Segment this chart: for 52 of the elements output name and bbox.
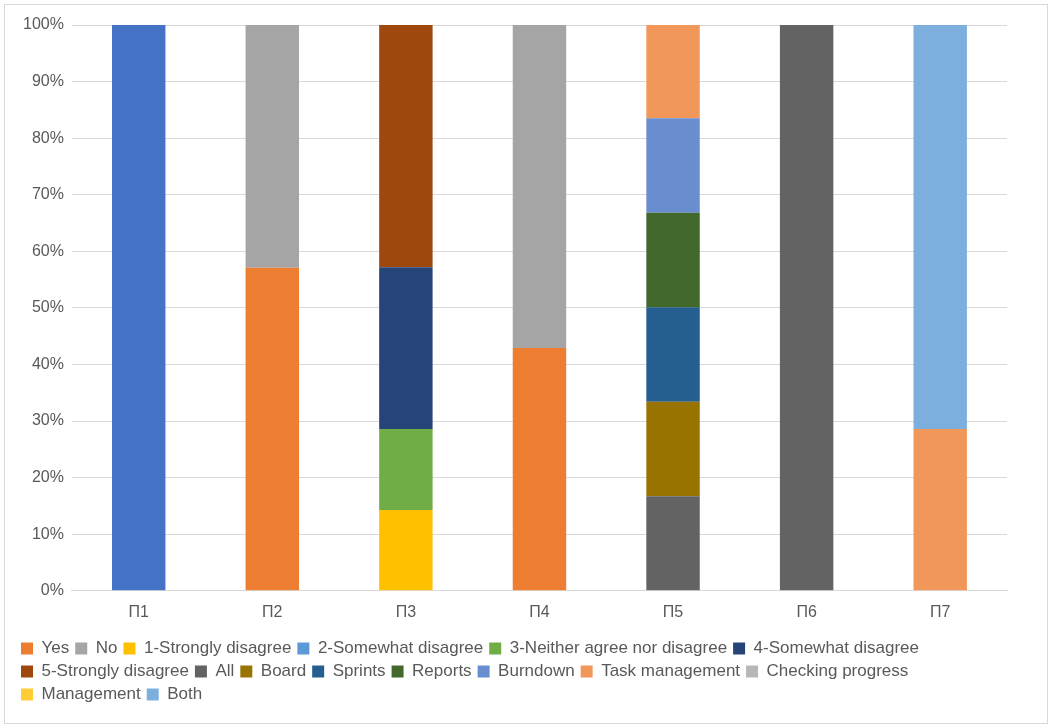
legend-label: All (215, 661, 235, 681)
x-tick-label: П5 (662, 602, 684, 620)
y-tick-label: 70% (31, 185, 64, 203)
bar (646, 118, 700, 213)
bar (913, 428, 967, 591)
bar (112, 25, 166, 591)
bar (245, 267, 300, 591)
legend-label: Task management (601, 661, 741, 681)
legend-label: 2-Somewhat disagree (317, 638, 484, 658)
bar (646, 307, 700, 402)
bar (379, 509, 433, 591)
bar (779, 25, 834, 591)
bar (379, 428, 433, 510)
bar (913, 25, 967, 429)
legend-label: 5-Strongly disagree (41, 661, 189, 681)
y-tick-label: 50% (31, 298, 64, 316)
y-tick-label: 0% (40, 581, 64, 599)
y-tick-label: 60% (31, 241, 64, 259)
y-tick-label: 100% (23, 15, 64, 33)
legend-label: Reports (412, 661, 472, 681)
legend-label: Burndown (498, 661, 575, 681)
legend-label: Both (167, 684, 203, 704)
x-tick-label: П7 (930, 602, 951, 620)
bar (245, 25, 300, 268)
x-tick-label: П2 (262, 602, 283, 620)
y-tick-label: 10% (31, 524, 64, 542)
y-tick-label: 30% (31, 411, 64, 429)
bar (379, 25, 433, 268)
y-tick-label: 20% (31, 468, 64, 486)
x-tick-label: П4 (529, 602, 550, 620)
legend-label: 4-Somewhat disagree (753, 638, 919, 658)
x-tick-label: П6 (796, 602, 817, 620)
x-tick-label: П3 (395, 602, 417, 620)
bar (512, 348, 567, 591)
y-tick-label: 40% (31, 354, 64, 372)
y-tick-label: 80% (31, 128, 64, 146)
y-tick-label: 90% (31, 71, 64, 89)
legend-label: 3-Neither agree nor disagree (509, 638, 728, 658)
legend-label: Checking progress (766, 661, 909, 681)
legend-label: Board (260, 661, 307, 681)
legend-label: No (95, 638, 118, 658)
bar (379, 267, 433, 429)
legend-label: Yes (41, 638, 70, 658)
x-tick-label: П1 (128, 602, 150, 620)
legend-label: 1-Strongly disagree (143, 638, 292, 658)
legend-label: Management (41, 684, 141, 704)
bar (512, 25, 567, 349)
bar (646, 496, 700, 591)
bar (646, 401, 700, 497)
legend-label: Sprints (332, 661, 386, 681)
bar (646, 212, 700, 308)
bar (646, 25, 700, 119)
